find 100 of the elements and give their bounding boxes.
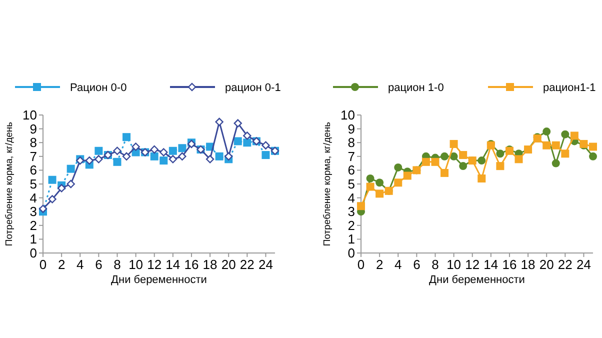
point: [66, 164, 75, 173]
point: [496, 162, 504, 170]
point: [262, 141, 270, 150]
point: [478, 174, 486, 182]
x-tick-label: 14: [484, 257, 498, 272]
y-tick-label: 0: [30, 246, 37, 260]
x-tick-label: 24: [576, 257, 591, 272]
point: [38, 204, 48, 213]
legend-label: Рацион 0-0: [70, 82, 127, 94]
x-tick-label: 12: [465, 257, 480, 272]
point: [478, 156, 486, 165]
legend-label: рацион 0-1: [225, 82, 281, 94]
y-tick-label: 7: [348, 148, 355, 164]
x-tick-label: 8: [114, 257, 121, 272]
point: [542, 128, 551, 136]
x-tick-label: 12: [147, 257, 162, 272]
point: [394, 163, 402, 172]
x-tick-label: 4: [76, 257, 84, 272]
point: [224, 152, 233, 160]
point: [178, 144, 186, 152]
y-tick-label: 7: [30, 148, 37, 164]
point: [394, 178, 402, 187]
point: [94, 155, 103, 164]
x-tick-label: 18: [520, 257, 536, 272]
legend-label: рацион1-1: [543, 82, 596, 94]
point: [160, 148, 168, 156]
point: [403, 172, 412, 180]
x-tick-label: 4: [394, 257, 402, 272]
point: [357, 202, 365, 210]
point: [589, 152, 597, 160]
point: [160, 156, 168, 165]
y-tick-label: 9: [348, 121, 355, 136]
y-tick-label: 3: [348, 204, 355, 220]
x-tick-label: 18: [202, 257, 218, 272]
point: [234, 119, 242, 128]
x-tick-label: 16: [502, 257, 517, 272]
x-axis-title: Дни беременности: [429, 274, 525, 286]
point: [168, 155, 178, 164]
y-tick-label: 8: [30, 135, 37, 150]
point: [561, 150, 570, 158]
point: [440, 168, 449, 177]
point: [150, 152, 158, 160]
point: [376, 178, 384, 187]
x-tick-label: 2: [376, 257, 384, 272]
point: [440, 152, 449, 160]
x-tick-label: 0: [357, 257, 365, 272]
y-axis-title: Потребление корма, кг/день: [4, 122, 15, 246]
point: [552, 159, 560, 168]
point: [366, 174, 374, 182]
point: [132, 142, 140, 151]
y-tick-label: 3: [30, 204, 37, 220]
point: [422, 158, 430, 166]
y-tick-label: 6: [30, 162, 37, 178]
point: [122, 152, 131, 160]
point: [514, 155, 523, 164]
point: [57, 184, 66, 192]
point: [366, 182, 374, 191]
x-tick-label: 16: [184, 257, 199, 272]
y-tick-label: 5: [30, 176, 37, 192]
point: [234, 137, 242, 146]
x-tick-label: 8: [432, 257, 439, 272]
y-tick-label: 4: [30, 190, 37, 206]
x-tick-label: 22: [240, 257, 254, 272]
point: [215, 118, 224, 126]
point: [450, 140, 458, 148]
point: [206, 155, 214, 164]
x-tick-label: 6: [95, 257, 102, 272]
y-tick-label: 10: [22, 108, 37, 122]
x-tick-label: 20: [221, 257, 236, 272]
y-tick-label: 10: [340, 108, 355, 122]
x-tick-label: 22: [558, 257, 572, 272]
y-axis-title: Потребление корма, кг/день: [322, 122, 333, 246]
y-tick-label: 0: [348, 246, 355, 260]
point: [85, 156, 94, 165]
point: [178, 152, 186, 160]
point: [113, 146, 122, 155]
point: [215, 152, 224, 160]
y-tick-label: 9: [30, 121, 37, 136]
point: [48, 176, 56, 184]
point: [243, 132, 252, 140]
point: [150, 145, 158, 154]
point: [589, 142, 597, 151]
point: [459, 151, 468, 160]
point: [94, 146, 103, 155]
y-tick-label: 1: [348, 232, 355, 247]
y-tick-label: 2: [348, 218, 355, 233]
y-tick-label: 1: [30, 232, 37, 247]
y-tick-label: 4: [348, 190, 355, 206]
point: [168, 146, 177, 155]
x-tick-label: 20: [539, 257, 554, 272]
x-tick-label: 0: [39, 257, 47, 272]
point: [431, 158, 440, 166]
x-tick-label: 10: [128, 257, 144, 272]
point: [570, 132, 578, 140]
point: [552, 141, 560, 150]
point: [48, 195, 56, 204]
point: [66, 180, 75, 188]
x-tick-label: 10: [446, 257, 462, 272]
point: [459, 162, 468, 170]
y-tick-label: 5: [348, 176, 355, 192]
